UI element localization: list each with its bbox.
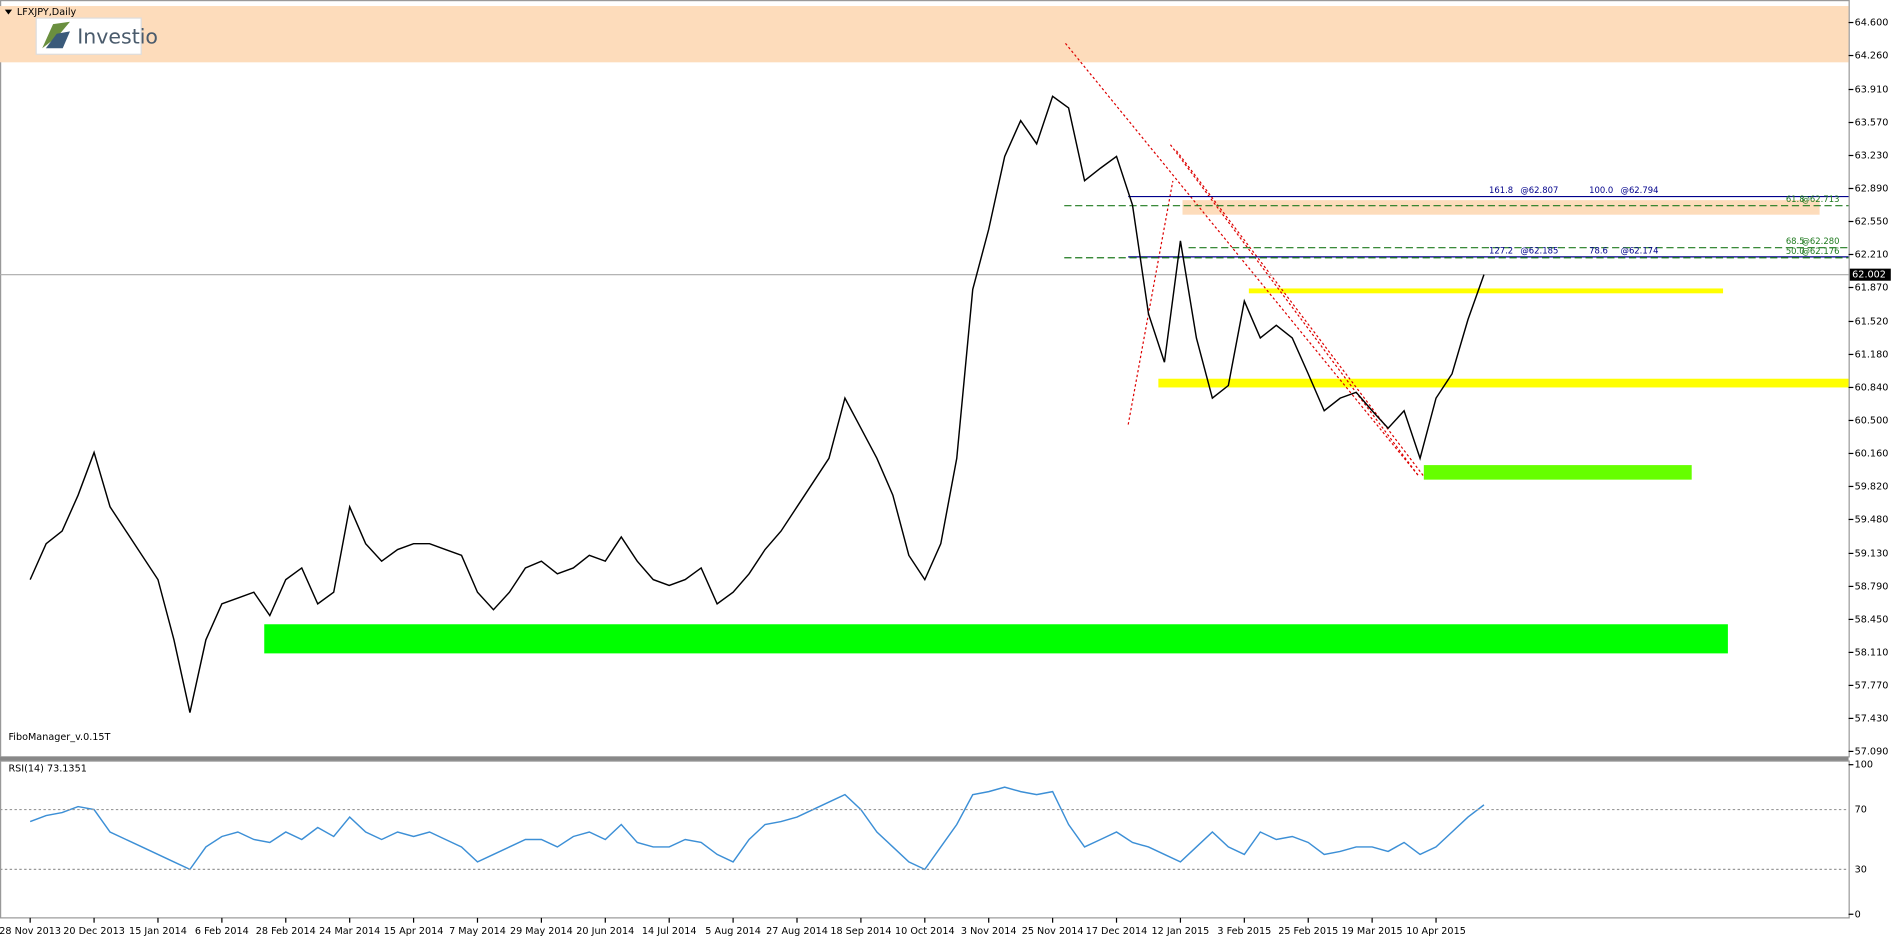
- y-tick-label: 59.820: [1855, 481, 1889, 492]
- trend-line: [1064, 43, 1420, 477]
- x-tick-label: 10 Apr 2015: [1406, 926, 1466, 937]
- rsi-tick-label: 30: [1855, 864, 1867, 875]
- y-tick-label: 61.520: [1855, 316, 1889, 327]
- zone: [1248, 288, 1724, 294]
- x-tick-label: 10 Oct 2014: [895, 926, 955, 937]
- fib-label: 68.5: [1786, 236, 1805, 246]
- x-tick-label: 28 Nov 2013: [0, 926, 61, 937]
- x-tick-label: 15 Jan 2014: [129, 926, 187, 937]
- x-tick-label: 20 Jun 2014: [576, 926, 634, 937]
- x-tick-label: 18 Sep 2014: [830, 926, 891, 937]
- y-tick-label: 61.180: [1855, 349, 1889, 360]
- fib-label: @62.176: [1802, 246, 1840, 256]
- x-tick-label: 25 Feb 2015: [1278, 926, 1338, 937]
- fib-label: @62.185: [1520, 245, 1558, 255]
- x-tick-label: 19 Mar 2015: [1342, 926, 1403, 937]
- y-tick-label: 63.910: [1855, 84, 1889, 95]
- x-tick-label: 7 May 2014: [449, 926, 506, 937]
- fib-label: 161.8: [1489, 185, 1513, 195]
- x-tick-label: 3 Feb 2015: [1217, 926, 1271, 937]
- y-tick-label: 62.550: [1855, 216, 1889, 227]
- x-tick-label: 24 Mar 2014: [319, 926, 380, 937]
- x-tick-label: 27 Aug 2014: [766, 926, 828, 937]
- y-tick-label: 64.260: [1855, 51, 1889, 62]
- fib-label: 100.0: [1589, 185, 1613, 195]
- y-tick-label: 63.230: [1855, 150, 1889, 161]
- x-tick-label: 20 Dec 2013: [63, 926, 125, 937]
- watermark: Investio: [77, 24, 158, 48]
- menu-triangle: [4, 9, 13, 15]
- fib-label: 127.2: [1489, 245, 1513, 255]
- y-tick-label: 58.110: [1855, 647, 1889, 658]
- x-tick-label: 17 Dec 2014: [1086, 926, 1148, 937]
- current-price-box: [1849, 268, 1891, 281]
- indicator-label: FiboManager_v.0.15T: [8, 732, 110, 743]
- logo-icon: [45, 31, 70, 49]
- current-price-label: 62.002: [1852, 270, 1886, 281]
- y-tick-label: 59.130: [1855, 548, 1889, 559]
- y-tick-label: 63.570: [1855, 117, 1889, 128]
- rsi-tick-label: 0: [1855, 909, 1861, 920]
- rsi-tick-label: 100: [1855, 760, 1873, 771]
- trend-lines: [1064, 43, 1425, 477]
- y-tick-label: 64.600: [1855, 18, 1889, 29]
- y-tick-label: 60.160: [1855, 448, 1889, 459]
- zone: [0, 6, 1849, 63]
- fib-label: @62.280: [1802, 236, 1840, 246]
- y-tick-label: 57.090: [1855, 746, 1889, 757]
- y-tick-label: 62.890: [1855, 183, 1889, 194]
- x-tick-label: 6 Feb 2014: [195, 926, 249, 937]
- trend-line: [1175, 150, 1425, 477]
- x-tick-label: 3 Nov 2014: [961, 926, 1017, 937]
- x-tick-label: 12 Jan 2015: [1152, 926, 1210, 937]
- fib-label: @62.794: [1621, 185, 1659, 195]
- x-tick-label: 15 Apr 2014: [384, 926, 444, 937]
- x-tick-label: 28 Feb 2014: [256, 926, 316, 937]
- y-tick-label: 58.790: [1855, 581, 1889, 592]
- fib-label: @62.807: [1520, 185, 1558, 195]
- chart-title: LFXJPY,Daily: [17, 7, 77, 18]
- y-tick-label: 57.430: [1855, 713, 1889, 724]
- y-tick-label: 59.480: [1855, 514, 1889, 525]
- price-line: [29, 95, 1485, 713]
- fib-label: 78.6: [1589, 245, 1608, 255]
- x-tick-label: 29 May 2014: [510, 926, 573, 937]
- fib-label: 50.0: [1786, 246, 1805, 256]
- x-tick-label: 14 Jul 2014: [642, 926, 697, 937]
- x-tick-label: 25 Nov 2014: [1022, 926, 1084, 937]
- price-line: [29, 786, 1485, 871]
- y-tick-label: 57.770: [1855, 680, 1889, 691]
- y-tick-label: 60.500: [1855, 415, 1889, 426]
- y-tick-label: 62.210: [1855, 249, 1889, 260]
- plot: 161.8 @62.807 100.0 @62.79461.8@62.71368.5@…: [0, 95, 1849, 871]
- zone: [1423, 465, 1692, 480]
- y-tick-label: 60.840: [1855, 382, 1889, 393]
- fib-label: 61.8: [1786, 194, 1805, 204]
- y-tick-label: 61.870: [1855, 282, 1889, 293]
- zone: [264, 624, 1728, 654]
- zones: [0, 6, 1849, 654]
- trend-line: [1169, 144, 1420, 477]
- y-tick-label: 58.450: [1855, 614, 1889, 625]
- rsi-title: RSI(14) 73.1351: [8, 763, 86, 774]
- rsi-tick-label: 70: [1855, 805, 1867, 816]
- fib-label: @62.713: [1802, 194, 1840, 204]
- fib-label: @62.174: [1621, 245, 1659, 255]
- zone: [1158, 378, 1849, 388]
- zone: [1182, 200, 1820, 215]
- x-tick-label: 5 Aug 2014: [705, 926, 761, 937]
